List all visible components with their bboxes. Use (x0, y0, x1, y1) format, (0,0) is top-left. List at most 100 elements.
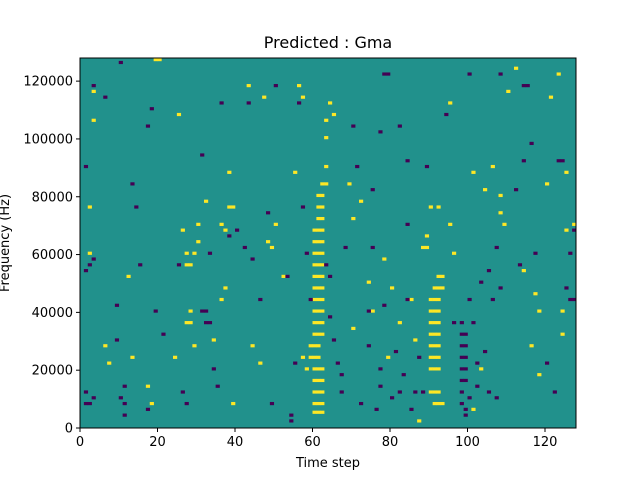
heatmap-cell (409, 407, 414, 411)
heatmap-cell (266, 211, 271, 215)
heatmap-cell (432, 401, 437, 406)
heatmap-cell (428, 390, 433, 394)
chart-title: Predicted : Gma (264, 33, 392, 52)
heatmap-cell (417, 419, 422, 423)
heatmap-cell (320, 251, 325, 255)
heatmap-cell (405, 159, 410, 163)
heatmap-cell (196, 240, 201, 244)
x-tick-label: 120 (533, 435, 558, 450)
heatmap-cell (498, 193, 503, 198)
heatmap-cell (184, 401, 189, 406)
heatmap-cell (176, 263, 182, 267)
heatmap-cell (227, 234, 232, 238)
heatmap-cell (293, 361, 298, 365)
heatmap-cell (374, 407, 379, 411)
heatmap-cell (114, 338, 120, 342)
heatmap-cell (312, 355, 317, 359)
heatmap-cell (273, 222, 278, 226)
heatmap-cell (548, 95, 554, 99)
heatmap-cell (533, 292, 538, 296)
heatmap-cell (467, 297, 472, 302)
heatmap-cell (428, 321, 433, 325)
heatmap-cell (370, 245, 375, 250)
heatmap-cell (196, 222, 201, 226)
x-axis-label: Time step (295, 456, 360, 471)
heatmap-cell (440, 286, 445, 290)
heatmap-cell (316, 240, 321, 244)
heatmap-cell (149, 107, 154, 111)
heatmap-cells (83, 58, 577, 423)
heatmap-cell (514, 188, 519, 192)
heatmap-cell (246, 84, 251, 88)
heatmap-cell (351, 216, 356, 221)
y-tick-label: 100000 (23, 132, 73, 147)
heatmap-cell (552, 390, 557, 394)
heatmap-cell (258, 361, 263, 365)
heatmap-cell (471, 407, 476, 411)
heatmap-cell (114, 303, 120, 307)
heatmap-cell (370, 309, 375, 313)
heatmap-cell (300, 205, 306, 209)
heatmap-cell (448, 222, 453, 226)
heatmap-cell (494, 245, 499, 250)
heatmap-cell (572, 228, 577, 232)
heatmap-cell (498, 72, 503, 76)
heatmap-cell (130, 355, 135, 359)
heatmap-cell (537, 309, 542, 313)
heatmap-cell (459, 332, 464, 336)
heatmap-cell (428, 309, 433, 313)
heatmap-cell (103, 344, 108, 348)
heatmap-cell (486, 269, 492, 273)
heatmap-cell (223, 286, 228, 290)
heatmap-cell (316, 410, 321, 414)
heatmap-cell (560, 309, 565, 313)
heatmap-cell (180, 390, 185, 394)
heatmap-cell (324, 263, 329, 267)
heatmap-cell (436, 297, 441, 302)
heatmap-cell (207, 251, 213, 255)
y-tick-label: 80000 (32, 190, 73, 205)
heatmap-cell (351, 124, 356, 128)
heatmap-cell (378, 384, 383, 388)
heatmap-cell (87, 263, 92, 267)
heatmap-cell (289, 419, 294, 423)
heatmap-cell (409, 297, 414, 302)
heatmap-cell (424, 164, 430, 169)
heatmap-cell (572, 222, 577, 226)
heatmap-cell (421, 390, 426, 394)
heatmap-cell (231, 205, 236, 209)
heatmap-cell (564, 170, 569, 174)
heatmap-cell (200, 153, 205, 157)
heatmap-cell (366, 344, 371, 348)
heatmap-cell (366, 309, 371, 313)
heatmap-cell (545, 361, 550, 365)
heatmap-cell (312, 309, 317, 313)
heatmap-cell (335, 361, 340, 365)
heatmap-cell (83, 401, 89, 406)
heatmap-cell (103, 95, 108, 99)
heatmap-cell (432, 286, 437, 290)
heatmap-cell (428, 297, 433, 302)
heatmap-cell (432, 297, 437, 302)
heatmap-cell (529, 141, 534, 146)
heatmap-cell (320, 309, 325, 313)
heatmap-cell (304, 367, 309, 371)
heatmap-cell (382, 303, 387, 307)
heatmap-cell (153, 309, 158, 313)
heatmap-cell (173, 355, 178, 359)
heatmap-cell (312, 390, 317, 394)
heatmap-cell (452, 321, 457, 325)
heatmap-cell (312, 297, 317, 302)
heatmap-cell (533, 251, 538, 255)
heatmap-cell (382, 72, 387, 76)
heatmap-cell (463, 344, 468, 348)
heatmap-cell (250, 344, 255, 348)
heatmap-cell (320, 390, 325, 394)
heatmap-cell (393, 349, 399, 354)
heatmap-cell (316, 390, 321, 394)
heatmap-cell (486, 390, 492, 394)
heatmap-cell (428, 355, 433, 359)
heatmap-cell (320, 263, 325, 267)
x-tick-label: 60 (304, 435, 321, 450)
heatmap-cell (537, 373, 542, 377)
